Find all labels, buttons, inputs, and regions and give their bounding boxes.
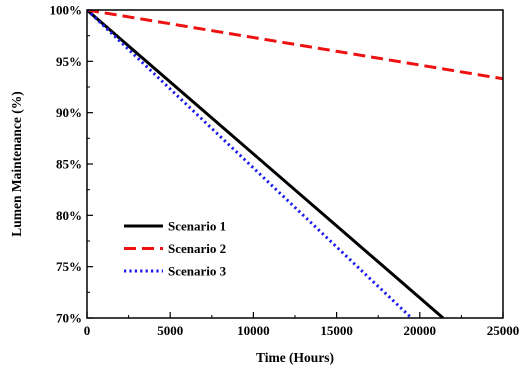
ticks-layer: 0 5000 10000 15000 20000 25000 70% 75% 80% 85% 90%… [50,3,520,339]
series-line-3 [87,10,413,318]
y-tick-label: 75% [56,259,82,274]
x-tick-label: 5000 [157,323,183,338]
x-tick-label: 25000 [487,323,520,338]
y-tick-label: 70% [56,311,82,326]
x-tick-label: 20000 [404,323,437,338]
x-tick-label: 0 [84,323,91,338]
legend-label-2: Scenario 2 [168,241,226,256]
legend-label-1: Scenario 1 [168,219,226,234]
x-tick-label: 10000 [237,323,270,338]
x-axis-title: Time (Hours) [256,350,334,365]
series-line-1 [87,10,445,318]
x-tick-label: 15000 [320,323,353,338]
y-tick-label: 95% [56,54,82,69]
legend: Scenario 1 Scenario 2 Scenario 3 [124,219,227,279]
y-tick-label: 90% [56,105,82,120]
plot-frame [86,9,504,319]
series-line-2 [87,10,503,81]
legend-label-3: Scenario 3 [168,264,227,279]
series-layer [87,10,503,318]
y-tick-label: 100% [50,3,83,18]
y-axis-title: Lumen Maintenance (%) [9,91,24,237]
y-tick-label: 80% [56,208,82,223]
y-tick-label: 85% [56,157,82,172]
